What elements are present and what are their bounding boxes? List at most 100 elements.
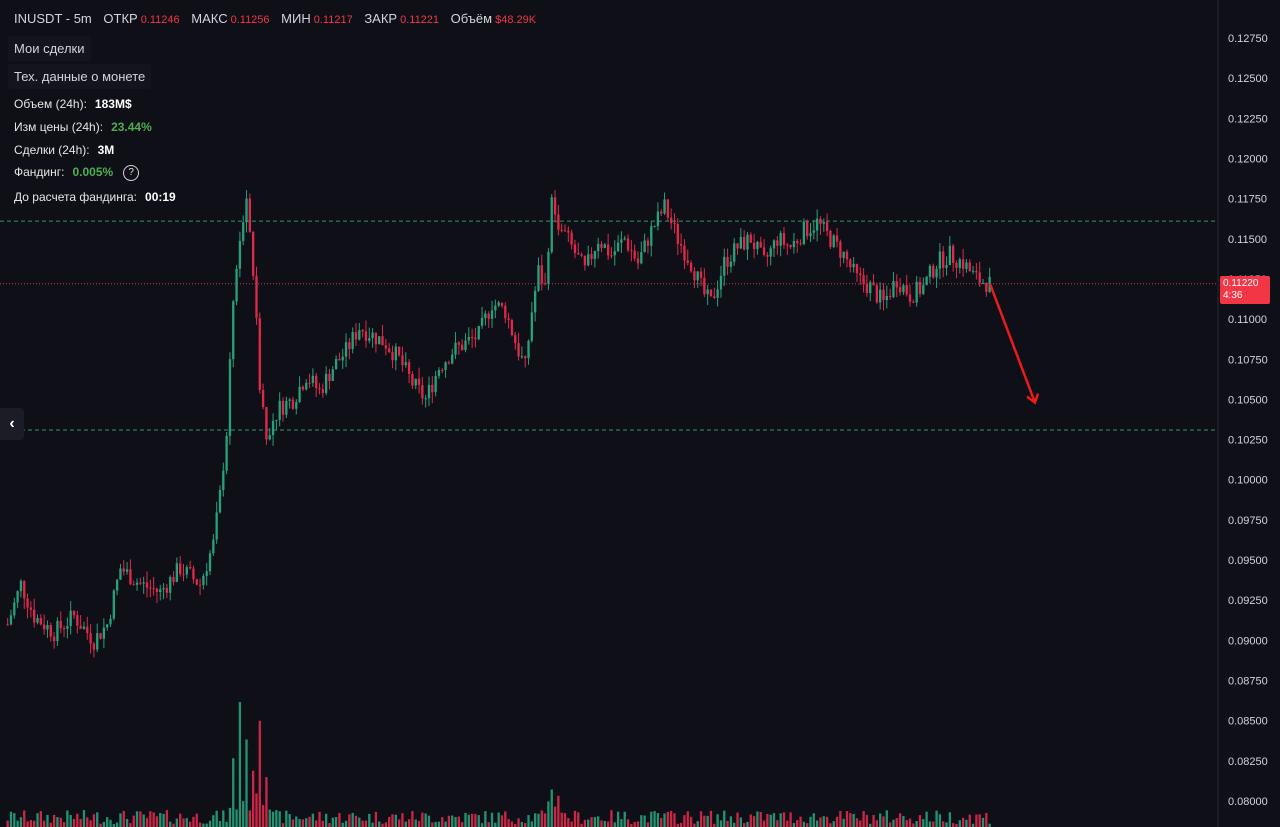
candle-body	[251, 231, 255, 276]
my-trades-button[interactable]: Мои сделки	[8, 36, 91, 61]
volume-bar	[464, 812, 467, 827]
candle-body	[407, 362, 411, 374]
volume-bar	[487, 822, 490, 827]
volume-bar	[301, 819, 305, 827]
candle-body	[268, 435, 271, 440]
candle-body	[500, 302, 504, 306]
volume-bar	[606, 821, 610, 827]
volume-bar	[736, 812, 739, 827]
volume-bar	[394, 814, 397, 827]
candle-body	[689, 262, 693, 272]
volume-bar	[477, 815, 480, 827]
volume-bar	[902, 815, 905, 827]
coin-data-button[interactable]: Тех. данные о монете	[8, 64, 152, 89]
candle-body	[922, 284, 925, 294]
candle-body	[583, 255, 587, 266]
volume-bar	[106, 817, 109, 827]
volume-bar	[72, 818, 76, 827]
candle-body	[653, 226, 656, 228]
candle-body	[935, 268, 938, 278]
volume-bar	[109, 819, 112, 827]
stat-change-value: 23.44%	[111, 120, 152, 134]
volume-bar	[547, 801, 550, 827]
candle-body	[882, 289, 885, 301]
volume-bar	[756, 811, 759, 827]
volume-bar	[563, 813, 567, 827]
volume-bar	[752, 816, 756, 827]
candle-body	[726, 256, 729, 267]
candle-body	[165, 588, 169, 593]
volume-bar	[235, 809, 238, 827]
candle-body	[152, 588, 155, 590]
volume-bar	[215, 810, 218, 827]
candle-body	[514, 335, 517, 344]
candle-body	[507, 318, 510, 321]
candle-body	[56, 620, 59, 642]
volume-bar	[905, 820, 908, 827]
volume-bar	[115, 822, 119, 827]
volume-bar	[451, 815, 454, 827]
volume-bar	[676, 823, 679, 827]
volume-bar	[626, 819, 630, 827]
volume-bar	[517, 818, 520, 827]
candle-body	[885, 295, 888, 301]
volume-bar	[670, 810, 673, 827]
candle-body	[832, 235, 835, 247]
volume-bar	[175, 818, 179, 827]
candle-body	[285, 400, 288, 415]
candle-body	[301, 386, 305, 390]
volume-bar	[928, 821, 932, 827]
volume-bar	[401, 813, 404, 827]
volume-bar	[315, 820, 318, 827]
volume-bar	[49, 822, 52, 827]
collapse-panel-chevron-left-icon[interactable]: ‹	[0, 408, 24, 440]
candle-body	[23, 580, 26, 599]
volume-bar	[915, 821, 918, 827]
volume-bar	[869, 823, 872, 827]
volume-bar	[162, 813, 165, 827]
volume-bar	[470, 813, 474, 827]
candle-body	[636, 258, 640, 264]
candle-body	[388, 348, 391, 352]
candle-body	[981, 282, 985, 284]
funding-help-icon[interactable]: ?	[123, 165, 140, 181]
stat-countdown-label: До расчета фандинга:	[14, 190, 138, 204]
volume-bar	[92, 814, 96, 827]
volume-bar	[96, 812, 99, 827]
candle-body	[480, 317, 484, 326]
volume-bar	[623, 811, 626, 827]
open-label: ОТКР	[103, 11, 138, 26]
volume-bar	[225, 821, 228, 827]
candle-body	[945, 265, 948, 268]
candle-body	[431, 384, 434, 393]
volume-bar	[796, 820, 799, 827]
volume-bar	[29, 820, 33, 827]
stat-countdown: До расчета фандинга: 00:19	[14, 190, 176, 204]
candle-body	[288, 399, 291, 401]
symbol-label: INUSDT - 5m	[14, 11, 92, 26]
volume-bar	[839, 810, 842, 827]
volume-bar	[212, 815, 215, 827]
candle-body	[275, 419, 278, 421]
volume-bar	[62, 822, 66, 827]
candle-body	[6, 624, 9, 626]
candle-body	[295, 401, 298, 409]
y-tick-label: 0.08250	[1228, 756, 1268, 768]
candle-body	[497, 302, 500, 306]
candle-body	[796, 240, 799, 244]
volume-bar	[968, 814, 971, 827]
y-tick-label: 0.10000	[1228, 475, 1268, 487]
volume-bar	[533, 813, 537, 827]
candle-body	[975, 270, 978, 273]
candle-body	[464, 340, 467, 351]
volume-bar	[955, 823, 958, 827]
volume-bar	[666, 811, 670, 827]
volume-bar	[368, 813, 371, 827]
volume-bar	[447, 815, 451, 827]
candle-body	[978, 272, 981, 283]
candle-body	[640, 252, 643, 264]
candle-body	[368, 338, 371, 341]
candle-body	[99, 633, 102, 639]
